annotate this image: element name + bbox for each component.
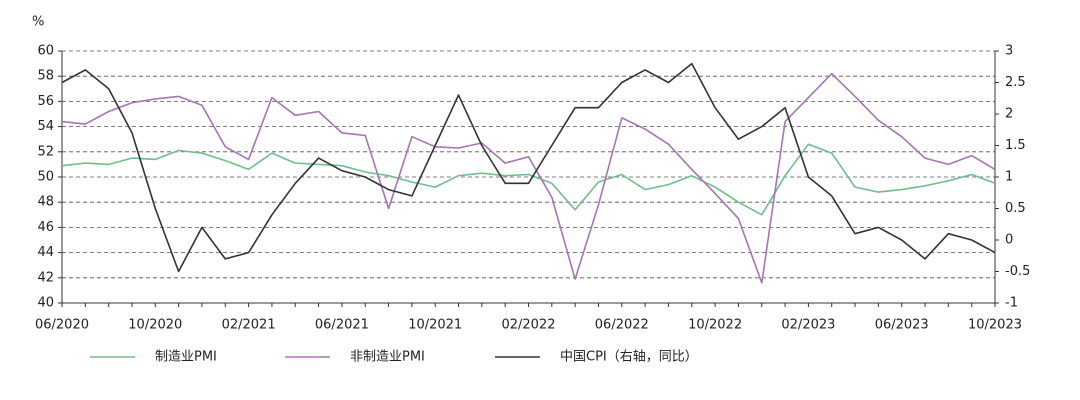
y-tick-label: 46 <box>37 220 54 235</box>
x-tick-label: 02/2023 <box>781 318 835 333</box>
y2-tick-label: -1 <box>1005 296 1018 311</box>
x-tick-label: 06/2022 <box>595 318 649 333</box>
x-tick-label: 10/2023 <box>968 318 1022 333</box>
x-tick-label: 10/2020 <box>128 318 182 333</box>
y-tick-label: 54 <box>37 119 54 134</box>
y2-tick-label: 2 <box>1005 107 1013 122</box>
y2-tick-label: 0 <box>1005 233 1013 248</box>
y2-tick-label: -0.5 <box>1005 264 1030 279</box>
series-line <box>61 62 996 273</box>
y-axis-label: % <box>32 15 44 30</box>
series-line <box>61 72 996 284</box>
x-tick-label: 10/2022 <box>688 318 742 333</box>
y-tick-label: 48 <box>37 195 54 210</box>
x-tick-label: 10/2021 <box>408 318 462 333</box>
y-tick-label: 44 <box>37 245 54 260</box>
y2-tick-label: 1.5 <box>1005 138 1026 153</box>
x-tick-label: 02/2022 <box>501 318 555 333</box>
x-tick-label: 06/2021 <box>315 318 369 333</box>
y-tick-label: 50 <box>37 170 54 185</box>
y-tick-label: 42 <box>37 270 54 285</box>
series-line <box>61 143 996 216</box>
y2-tick-label: 0.5 <box>1005 201 1026 216</box>
legend-label: 非制造业PMI <box>350 350 425 365</box>
y-tick-label: 40 <box>37 296 54 311</box>
y2-tick-label: 3 <box>1005 44 1013 59</box>
x-tick-label: 02/2021 <box>222 318 276 333</box>
x-tick-label: 06/2023 <box>875 318 929 333</box>
y2-tick-label: 2.5 <box>1005 75 1026 90</box>
legend-label: 制造业PMI <box>155 350 217 365</box>
y-tick-label: 52 <box>37 144 54 159</box>
y-tick-label: 56 <box>37 94 54 109</box>
y-tick-label: 58 <box>37 69 54 84</box>
legend-label: 中国CPI（右轴，同比） <box>560 350 698 365</box>
x-tick-label: 06/2020 <box>35 318 89 333</box>
y-tick-label: 60 <box>37 44 54 59</box>
y2-tick-label: 1 <box>1005 170 1013 185</box>
